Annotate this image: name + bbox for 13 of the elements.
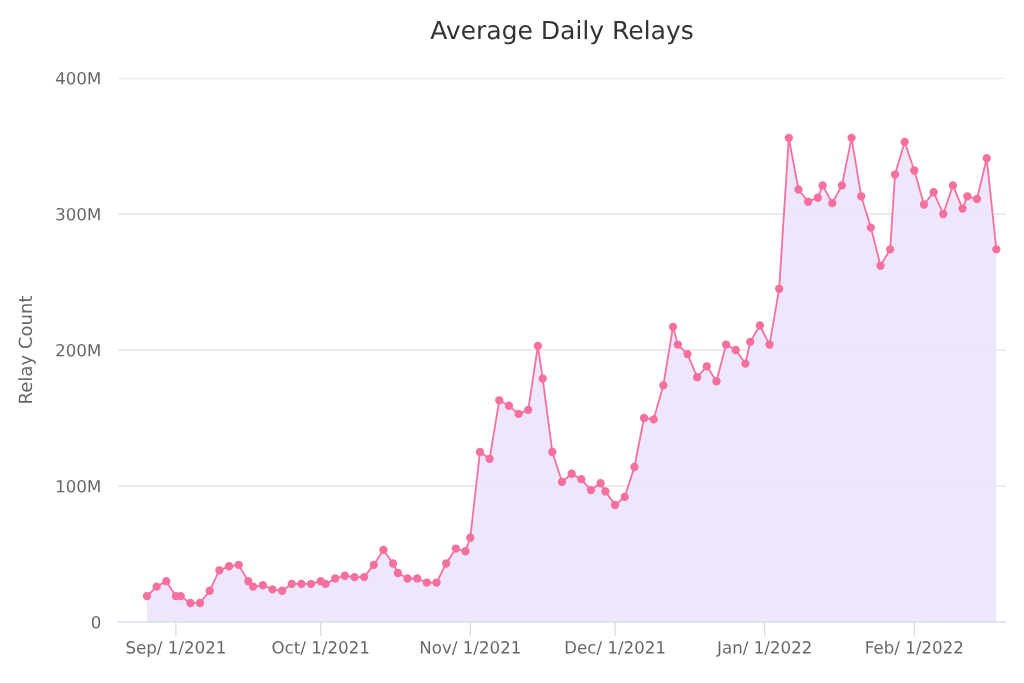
- x-tick-label: Dec/ 1/2021: [565, 641, 665, 655]
- y-tick-label: 400M: [55, 71, 100, 85]
- x-tick-label: Feb/ 1/2022: [866, 640, 963, 655]
- y-tick-label: 0: [91, 615, 101, 629]
- x-tick-label: Jan/ 1/2022: [716, 641, 811, 657]
- x-tick-label: Sep/ 1/2021: [126, 641, 225, 657]
- y-tick-label: 100M: [56, 479, 100, 493]
- y-tick-label: 200M: [56, 343, 100, 357]
- y-axis-title: Relay Count: [18, 295, 36, 403]
- y-tick-label: 300M: [56, 207, 100, 221]
- x-tick-label: Oct/ 1/2021: [272, 641, 369, 655]
- chart-title: Average Daily Relays: [430, 20, 693, 45]
- x-tick-label: Nov/ 1/2021: [420, 641, 520, 655]
